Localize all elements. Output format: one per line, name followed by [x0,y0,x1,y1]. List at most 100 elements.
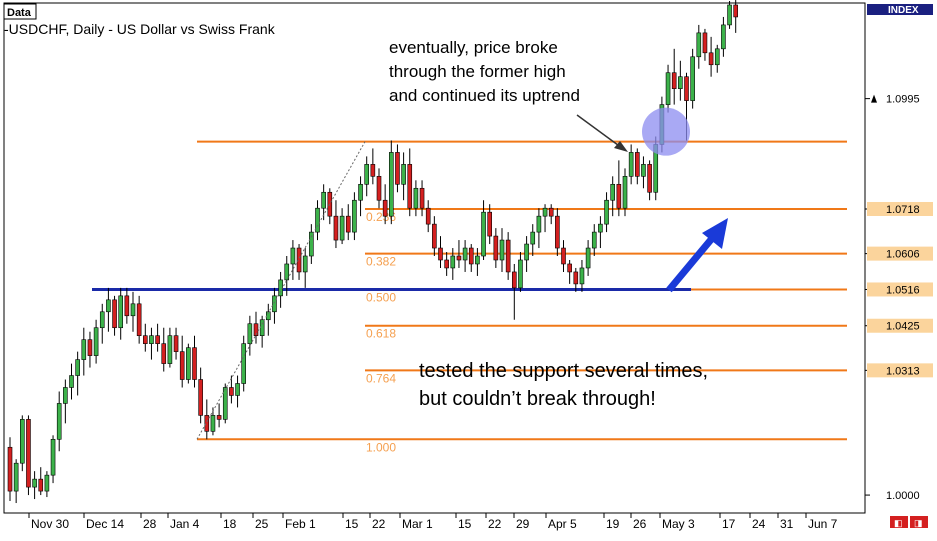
corner-label: Data [7,7,32,19]
time-axis-label: Mar 1 [402,517,433,531]
fibonacci-levels: 0.236 0.382 0.500 0.618 0.764 1.000 [197,140,847,454]
time-axis-label: 18 [223,517,237,531]
candle-body [678,76,683,89]
candle-body [339,215,345,241]
candle-body [536,215,542,233]
scroll-left-button[interactable] [890,516,908,528]
price-label-bg [867,246,933,261]
uptrend-arrow [666,218,728,293]
candle-body [721,24,726,50]
candle-body [561,247,566,265]
candle-body [241,343,246,384]
plot-frame [3,2,866,514]
candle-body [167,335,173,364]
candle-body [376,176,382,201]
scroll-right-button[interactable] [910,516,928,528]
candle-body [542,207,548,217]
candle-body [149,335,154,344]
candle-body [19,419,25,464]
annotation-breakout-line1: eventually, price broke [389,38,558,57]
candle-body [106,299,111,313]
candle-body [604,199,609,225]
candle-body [69,375,74,388]
candle-body [93,327,99,356]
price-label-bg [867,318,933,333]
time-axis-label: 22 [488,517,502,531]
candle-body [505,239,511,273]
candle-body [518,259,523,289]
candle-body [38,478,44,492]
time-axis-label: 25 [255,517,269,531]
candle-body [579,267,585,285]
candle-body [112,299,117,329]
candle-body [450,255,456,269]
candles-layer [7,0,739,504]
candle-body [179,351,185,380]
price-label-bg [867,201,933,216]
candle-body [690,56,695,101]
candle-body [155,335,160,344]
time-axis-label: May 3 [662,517,695,531]
candle-body [462,247,468,261]
candle-body [733,4,739,18]
candle-body [548,207,554,217]
candle-body [684,76,689,101]
time-axis-label: Jun 7 [808,517,838,531]
time-axis: Nov 30 Dec 14 28 Jan 4 18 25 Feb 1 15 22 Mar 1 15 2… [28,513,838,531]
current-price-marker-icon [871,94,877,103]
price-axis-label: 1.0313 [886,365,920,377]
time-axis-label: 17 [722,517,736,531]
candle-body [210,415,216,432]
price-axis: 1.0995 1.0718 1.0606 1.0516 1.0425 1.0313 1.00… [865,94,933,502]
annotation-support-line1: tested the support several times, [419,360,708,382]
candle-body [272,295,277,313]
candle-body [425,207,431,225]
candle-body [671,72,677,89]
candle-body [468,247,474,265]
candle-body [118,295,123,329]
candle-body [407,164,413,209]
candle-body [32,478,37,488]
fib-level-label: 0.618 [366,327,396,341]
candle-body [13,462,19,492]
candle-body [296,247,302,273]
index-label: INDEX [888,5,919,16]
candle-body [44,474,50,492]
annotation-support-line2: but couldn’t break through! [419,388,656,410]
price-axis-label: 1.0718 [886,204,920,216]
price-label-bg [867,363,933,378]
candle-body [702,32,708,54]
fib-level-label: 0.382 [366,255,396,269]
price-axis-label: 1.0995 [886,94,920,106]
fib-level-label: 0.764 [366,371,396,385]
candle-body [216,415,222,420]
candle-body [727,4,732,26]
candle-body [50,438,56,476]
candle-body [598,223,603,233]
candle-body [81,339,87,360]
annotation-breakout-line3: and continued its uptrend [389,86,580,105]
time-axis-label: Nov 30 [31,517,69,531]
candle-body [253,323,259,336]
candle-body [87,339,93,356]
candle-body [7,446,13,492]
scroll-left-icon: ◧ [894,518,903,528]
candle-body [247,323,253,344]
chart-title: -USDCHF, Daily - US Dollar vs Swiss Fran… [4,21,276,37]
candle-body [628,152,634,177]
candle-body [259,319,265,336]
candle-body [456,255,462,261]
fib-level-label: 0.500 [366,290,396,304]
candle-body [26,419,31,488]
price-axis-label: 1.0606 [886,249,920,261]
time-axis-label: Jan 4 [170,517,200,531]
candle-body [161,343,167,364]
candle-body [99,311,105,329]
candle-body [124,295,130,317]
corner-label-box [3,3,37,20]
candle-body [499,239,505,261]
price-label-bg [867,282,933,297]
candle-body [634,152,640,177]
time-axis-label: Apr 5 [548,517,577,531]
